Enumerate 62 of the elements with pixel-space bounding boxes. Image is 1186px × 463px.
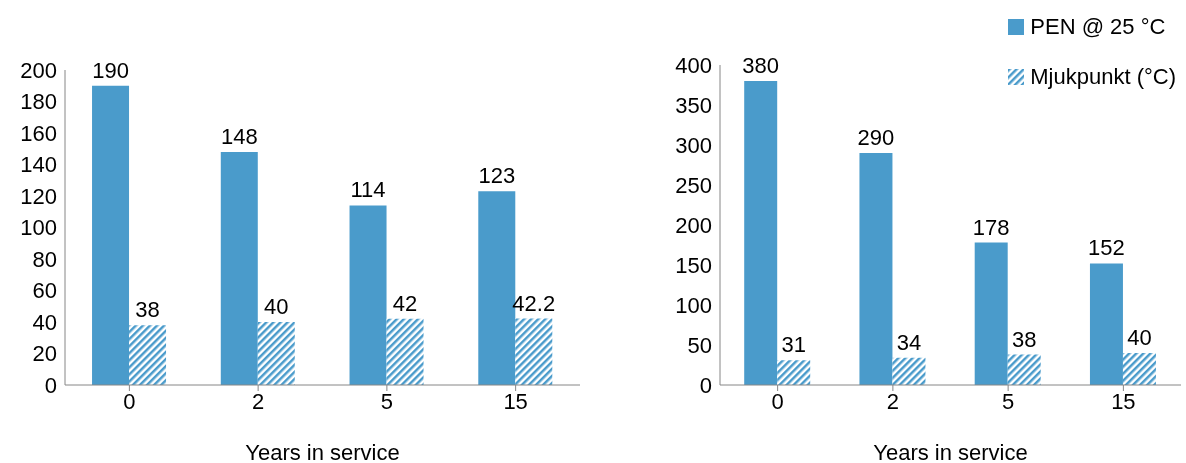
y-tick-label: 250 [675, 172, 712, 198]
bar [1089, 263, 1123, 385]
y-tick-label: 200 [675, 212, 712, 238]
data-label: 31 [781, 332, 806, 358]
x-tick-label: 0 [123, 388, 136, 414]
y-tick-label: 160 [20, 120, 57, 146]
y-tick-label: 180 [20, 89, 57, 115]
bar [859, 153, 893, 385]
x-tick-label: 0 [771, 388, 784, 414]
data-label: 190 [92, 57, 129, 83]
bar [92, 85, 130, 385]
bar [129, 325, 167, 385]
x-tick-label: 2 [886, 388, 899, 414]
data-label: 34 [896, 329, 922, 355]
bar [744, 81, 778, 385]
x-axis-title: Years in service [873, 440, 1028, 463]
x-tick-label: 5 [380, 388, 393, 414]
x-axis-title: Years in service [245, 440, 400, 463]
legend-label: Mjukpunkt (°C) [1030, 64, 1176, 90]
legend-label: PEN @ 25 °C [1030, 14, 1166, 40]
data-label: 290 [857, 125, 895, 150]
x-tick-label: 2 [252, 388, 265, 414]
data-label: 40 [264, 294, 289, 319]
y-tick-label: 100 [675, 292, 712, 318]
data-label: 40 [1127, 325, 1152, 350]
data-label: 42 [392, 290, 418, 316]
y-tick-label: 200 [20, 57, 57, 83]
data-label: 178 [972, 214, 1010, 240]
y-tick-label: 0 [699, 372, 712, 398]
bar [386, 318, 424, 385]
y-tick-label: 120 [20, 183, 57, 209]
bar [777, 360, 811, 385]
y-tick-label: 100 [20, 215, 57, 241]
y-tick-label: 350 [675, 92, 712, 118]
y-tick-label: 20 [32, 341, 57, 367]
bar [220, 151, 258, 385]
y-tick-label: 50 [687, 332, 712, 358]
y-tick-label: 150 [675, 252, 712, 278]
bar [515, 318, 553, 385]
data-label: 123 [478, 163, 516, 189]
data-label: 38 [1011, 326, 1037, 352]
bar [1007, 354, 1041, 385]
bar [974, 242, 1008, 385]
x-tick-label: 5 [1002, 388, 1015, 414]
y-tick-label: 40 [32, 309, 57, 335]
y-tick-label: 0 [44, 372, 57, 398]
bar [1122, 353, 1156, 385]
y-tick-label: 140 [20, 152, 57, 178]
x-tick-label: 15 [503, 388, 528, 414]
bar [257, 322, 295, 385]
y-tick-label: 60 [32, 278, 57, 304]
data-label: 148 [220, 123, 258, 149]
bar [349, 205, 387, 385]
bar [892, 357, 926, 385]
data-label: 114 [350, 177, 386, 203]
data-label: 380 [742, 53, 780, 78]
data-label: 38 [135, 297, 160, 323]
data-label: 152 [1088, 235, 1125, 261]
x-tick-label: 15 [1111, 388, 1136, 414]
y-tick-label: 300 [675, 132, 712, 158]
y-tick-label: 400 [675, 52, 712, 78]
y-tick-label: 80 [32, 246, 57, 272]
